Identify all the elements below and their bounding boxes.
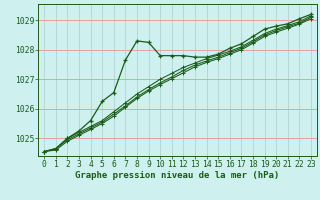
X-axis label: Graphe pression niveau de la mer (hPa): Graphe pression niveau de la mer (hPa) bbox=[76, 171, 280, 180]
